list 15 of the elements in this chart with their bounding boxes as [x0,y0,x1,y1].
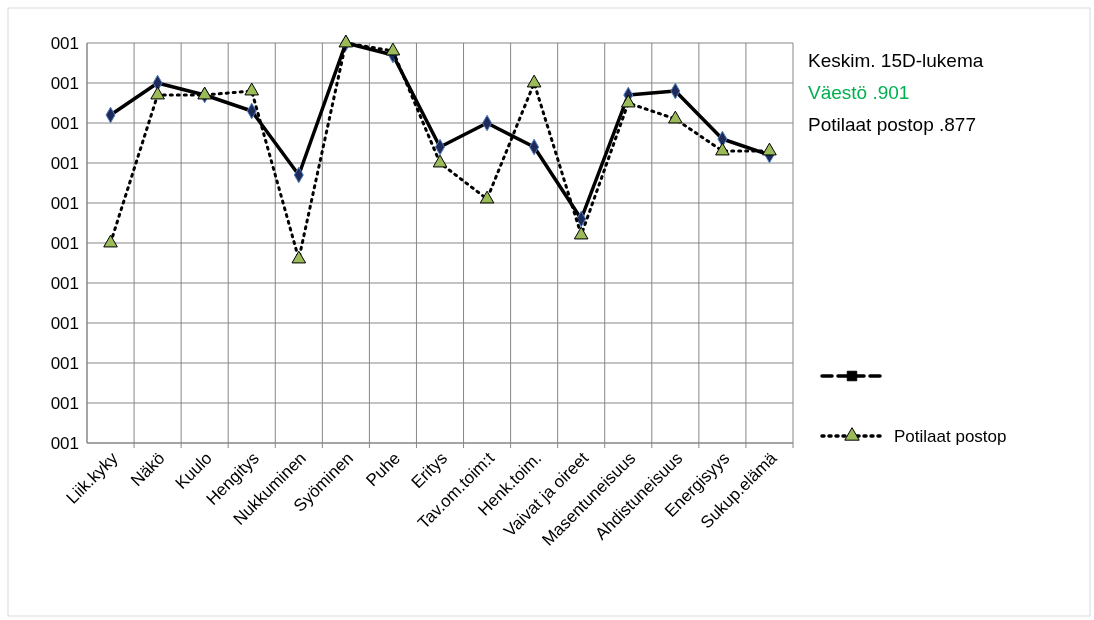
text: 001 [50,313,79,333]
text: 001 [50,153,79,173]
text: 001 [50,33,79,53]
text: 001 [50,273,79,293]
text: Potilaat postop .877 [808,113,976,135]
text: Keskim. 15D-lukema [808,49,984,71]
text: 001 [50,393,79,413]
text: 001 [50,353,79,373]
text: 001 [50,73,79,93]
text: Väestö .901 [808,81,910,103]
text: 001 [50,193,79,213]
text: 001 [50,233,79,253]
text: 001 [50,433,79,453]
legend-label: Potilaat postop [894,426,1007,446]
text: 001 [50,113,79,133]
